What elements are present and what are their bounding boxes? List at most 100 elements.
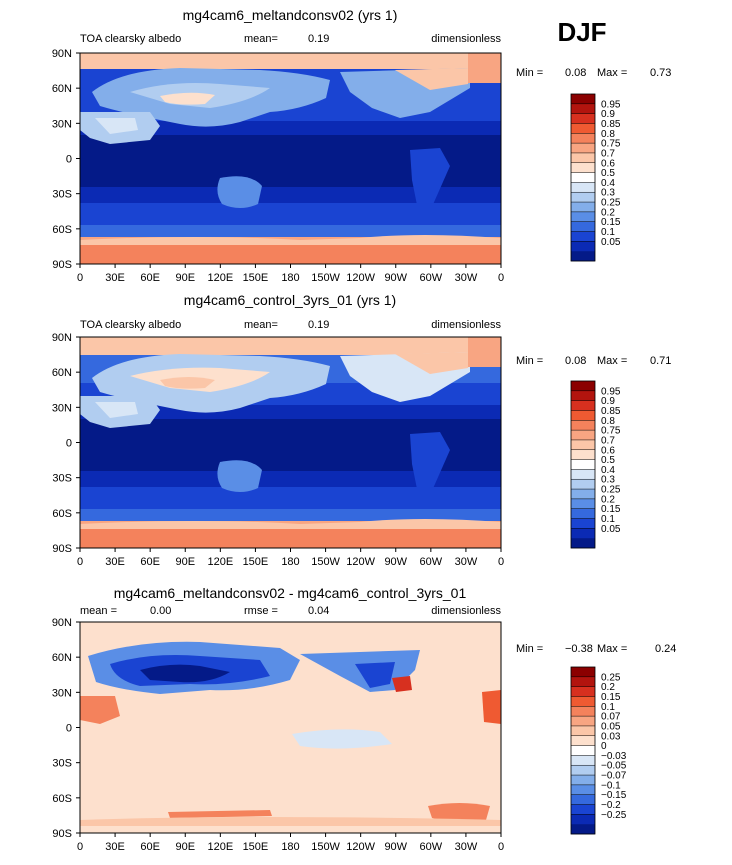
panel-3: mg4cam6_meltandconsv02 - mg4cam6_control…	[52, 585, 677, 853]
colorbar-swatch	[571, 172, 595, 183]
y-tick-label: 90N	[52, 48, 72, 60]
colorbar-label: 0.4	[601, 178, 615, 189]
x-tick-label: 120E	[207, 556, 233, 568]
panel-1-mean-label: mean=	[244, 33, 278, 45]
y-tick-label: 30N	[52, 402, 72, 414]
colorbar-swatch	[571, 824, 595, 835]
y-tick-label: 90N	[52, 332, 72, 344]
y-tick-label: 0	[66, 438, 72, 450]
colorbar-label: 0.7	[601, 435, 615, 446]
colorbar-label: 0.6	[601, 445, 615, 456]
colorbar-label: 0.7	[601, 148, 615, 159]
x-tick-label: 120W	[346, 556, 375, 568]
colorbar-swatch	[571, 538, 595, 549]
x-tick-label: 150W	[311, 841, 340, 853]
colorbar-swatch	[571, 221, 595, 232]
colorbar-label: 0.6	[601, 158, 615, 169]
colorbar-swatch	[571, 390, 595, 401]
panel-2-min-value: 0.08	[565, 355, 586, 367]
y-tick-label: 90S	[52, 543, 72, 555]
colorbar-label: 0.5	[601, 168, 615, 179]
colorbar-swatch	[571, 775, 595, 786]
panel-1-field: TOA clearsky albedo	[80, 33, 181, 45]
colorbar-swatch	[571, 794, 595, 805]
x-tick-label: 30W	[455, 556, 478, 568]
x-tick-label: 60W	[420, 841, 443, 853]
y-tick-label: 60S	[52, 793, 72, 805]
x-tick-label: 150W	[311, 272, 340, 284]
x-tick-label: 60W	[420, 272, 443, 284]
colorbar-swatch	[571, 755, 595, 766]
y-tick-label: 60N	[52, 652, 72, 664]
panel-3-map	[80, 622, 501, 833]
colorbar-label: 0.2	[601, 207, 615, 218]
x-tick-label: 30W	[455, 841, 478, 853]
colorbar-label: 0.2	[601, 682, 615, 693]
colorbar-swatch	[571, 123, 595, 134]
panel-1-colorbar: 0.950.90.850.80.750.70.60.50.40.30.250.2…	[570, 93, 621, 262]
panel-2-map	[80, 337, 501, 548]
colorbar-label: 0.5	[601, 455, 615, 466]
x-tick-label: 90W	[384, 841, 407, 853]
colorbar-swatch	[571, 202, 595, 213]
y-tick-label: 90N	[52, 617, 72, 629]
x-tick-label: 60E	[140, 556, 160, 568]
colorbar-label: 0.75	[601, 426, 621, 437]
colorbar-swatch	[571, 725, 595, 737]
panel-2-field: TOA clearsky albedo	[80, 319, 181, 331]
colorbar-label: 0.8	[601, 129, 615, 140]
x-tick-label: 120W	[346, 841, 375, 853]
colorbar-label: 0.1	[601, 514, 615, 525]
colorbar-label: 0.4	[601, 465, 615, 476]
season-label: DJF	[557, 17, 606, 47]
y-tick-label: 30N	[52, 687, 72, 699]
colorbar-swatch	[571, 459, 595, 470]
colorbar-swatch	[571, 804, 595, 815]
colorbar-swatch	[571, 143, 595, 154]
colorbar-label: 0.95	[601, 386, 621, 397]
colorbar-swatch	[571, 182, 595, 193]
x-tick-label: 150E	[243, 556, 269, 568]
colorbar-label: 0.8	[601, 416, 615, 427]
colorbar-label: 0.9	[601, 396, 615, 407]
panel-1-max-label: Max =	[597, 67, 627, 79]
colorbar-swatch	[571, 449, 595, 460]
x-tick-label: 0	[77, 556, 83, 568]
x-tick-label: 60W	[420, 556, 443, 568]
panel-2-mean-label: mean=	[244, 319, 278, 331]
colorbar-label: 0.1	[601, 227, 615, 238]
colorbar-label: 0.05	[601, 524, 621, 535]
y-tick-label: 60N	[52, 367, 72, 379]
panel-1-mean-value: 0.19	[308, 33, 329, 45]
panel-3-min-value: −0.38	[565, 643, 593, 655]
x-tick-label: 30E	[105, 272, 125, 284]
colorbar-label: 0.05	[601, 237, 621, 248]
colorbar-frame	[570, 93, 596, 262]
colorbar-label: −0.25	[601, 810, 627, 821]
x-tick-label: 90W	[384, 272, 407, 284]
colorbar-label: 0.15	[601, 504, 621, 515]
y-tick-label: 30S	[52, 758, 72, 770]
colorbar-label: 0.85	[601, 406, 621, 417]
colorbar-swatch	[571, 508, 595, 519]
colorbar-swatch	[571, 133, 595, 144]
panel-2-colorbar: 0.950.90.850.80.750.70.60.50.40.30.250.2…	[570, 380, 621, 549]
x-tick-label: 90W	[384, 556, 407, 568]
colorbar-swatch	[571, 498, 595, 510]
colorbar-swatch	[571, 439, 595, 451]
colorbar-swatch	[571, 528, 595, 539]
panel-1-units: dimensionless	[431, 33, 501, 45]
colorbar-swatch	[571, 113, 595, 124]
panel-2-max-value: 0.71	[650, 355, 671, 367]
colorbar-swatch	[571, 686, 595, 697]
panel-2-mean-value: 0.19	[308, 319, 329, 331]
x-tick-label: 60E	[140, 841, 160, 853]
colorbar-swatch	[571, 152, 595, 164]
panel-1-map	[80, 53, 501, 264]
colorbar-swatch	[571, 667, 595, 678]
colorbar-swatch	[571, 479, 595, 490]
panel-2-min-label: Min =	[516, 355, 543, 367]
x-tick-label: 150E	[243, 841, 269, 853]
colorbar-label: 0.05	[601, 721, 621, 732]
